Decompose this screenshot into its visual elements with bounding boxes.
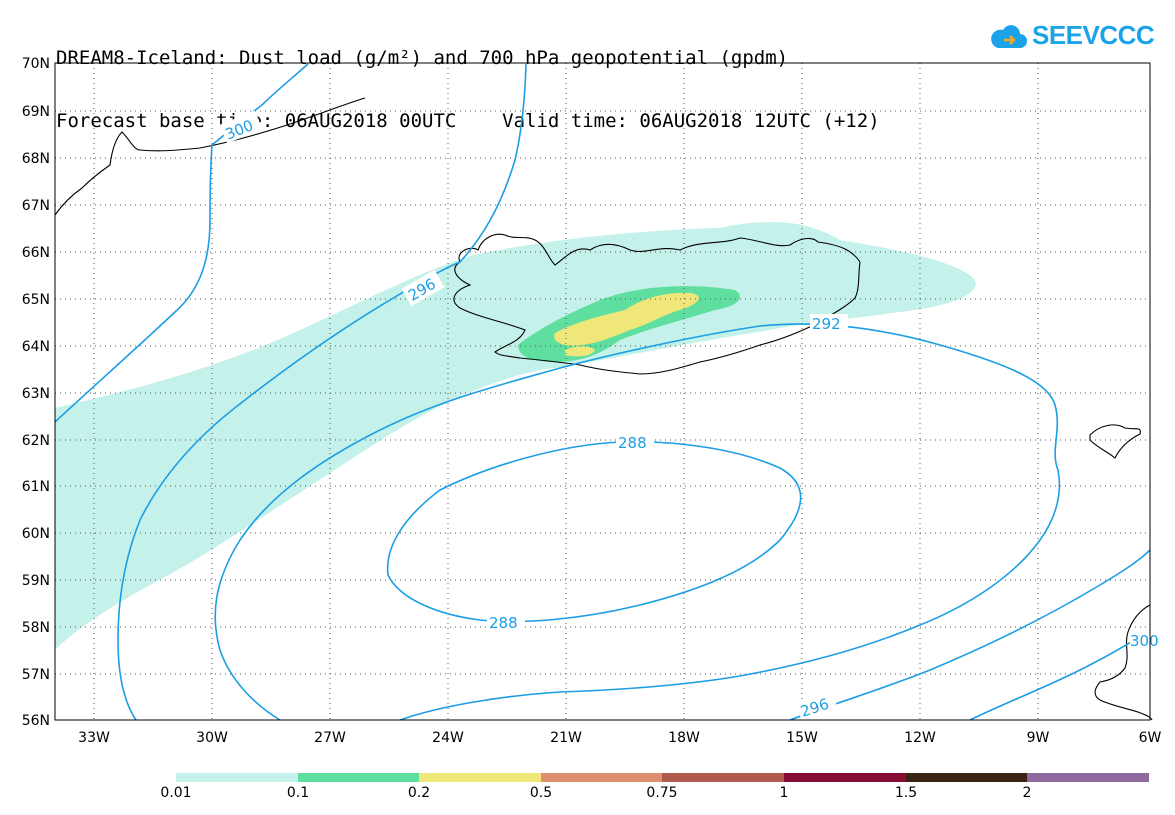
lat-label: 67N (22, 198, 50, 214)
lat-label: 58N (22, 620, 50, 636)
legend-label: 0.01 (160, 785, 192, 801)
legend-label: 1 (779, 785, 789, 801)
lat-label: 65N (22, 292, 50, 308)
lon-label: 30W (196, 730, 228, 746)
coastlines (54, 97, 1153, 721)
legend-swatch (662, 773, 784, 782)
legend-label: 0.2 (407, 785, 431, 801)
valid-time: Valid time: 06AUG2018 12UTC (+12) (502, 110, 880, 132)
geopotential-contours (54, 63, 1151, 721)
lat-label: 64N (22, 339, 50, 355)
lon-label: 33W (78, 730, 110, 746)
dust-area-0-2 (554, 292, 699, 346)
lon-label: 9W (1027, 730, 1050, 746)
greenland-coast (54, 97, 366, 216)
lat-label: 57N (22, 667, 50, 683)
legend-label: 0.1 (286, 785, 310, 801)
lon-label: 27W (314, 730, 346, 746)
legend-swatch (297, 773, 420, 782)
lat-label: 66N (22, 245, 50, 261)
lat-label: 68N (22, 151, 50, 167)
latitude-labels: 70N 69N 68N 67N 66N 65N 64N 63N 62N 61N … (22, 56, 50, 729)
contour-288 (386, 440, 802, 623)
legend-swatch (1027, 773, 1149, 782)
lat-label: 63N (22, 386, 50, 402)
lat-label: 59N (22, 573, 50, 589)
legend-swatch (176, 773, 298, 782)
forecast-base-time: Forecast base time: 06AUG2018 00UTC (56, 110, 457, 132)
legend-label: 2 (1022, 785, 1032, 801)
logo-text: SEEVCCC (1032, 20, 1155, 50)
lat-label: 61N (22, 479, 50, 495)
seevccc-logo: SEEVCCC (990, 20, 1155, 51)
legend-label: 1.5 (894, 785, 918, 801)
legend-swatch (540, 773, 663, 782)
contour-label-288-top: 288 (618, 434, 647, 452)
cloud-icon (991, 24, 1027, 48)
longitude-labels: 33W 30W 27W 24W 21W 18W 15W 12W 9W 6W (78, 730, 1161, 746)
contour-296-main (117, 63, 527, 721)
legend-label: 0.5 (529, 785, 553, 801)
contour-label-292: 292 (812, 315, 841, 333)
dust-load-legend (176, 773, 1149, 782)
contour-292 (214, 323, 1061, 721)
contour-label-288-bottom: 288 (489, 614, 518, 632)
legend-swatch (783, 773, 906, 782)
contour-labels: 300 296 292 288 288 296 300 (219, 110, 1159, 722)
contour-300-west (54, 63, 309, 423)
dust-area-0-2b (565, 346, 595, 357)
contour-label-296-east: 296 (798, 695, 831, 721)
legend-label: 0.75 (646, 785, 678, 801)
lon-label: 6W (1139, 730, 1162, 746)
lat-label: 56N (22, 713, 50, 729)
lon-label: 21W (550, 730, 582, 746)
lat-label: 62N (22, 433, 50, 449)
contour-296-east (789, 549, 1151, 721)
lon-label: 24W (432, 730, 464, 746)
legend-swatch (419, 773, 541, 782)
faroe-islands-coast (1089, 424, 1141, 459)
lon-label: 12W (904, 730, 936, 746)
scotland-coast (1094, 604, 1153, 721)
dust-shading (55, 221, 976, 650)
legend-swatch (905, 773, 1028, 782)
lat-label: 60N (22, 526, 50, 542)
lon-label: 18W (668, 730, 700, 746)
dust-area-lightest (55, 221, 976, 650)
lat-label: 69N (22, 104, 50, 120)
contour-300-east (969, 629, 1151, 721)
iceland-coast (453, 233, 861, 375)
lon-label: 15W (786, 730, 818, 746)
plot-frame (54, 62, 1151, 721)
contour-label-300-east: 300 (1130, 632, 1159, 650)
lat-label: 70N (22, 56, 50, 72)
